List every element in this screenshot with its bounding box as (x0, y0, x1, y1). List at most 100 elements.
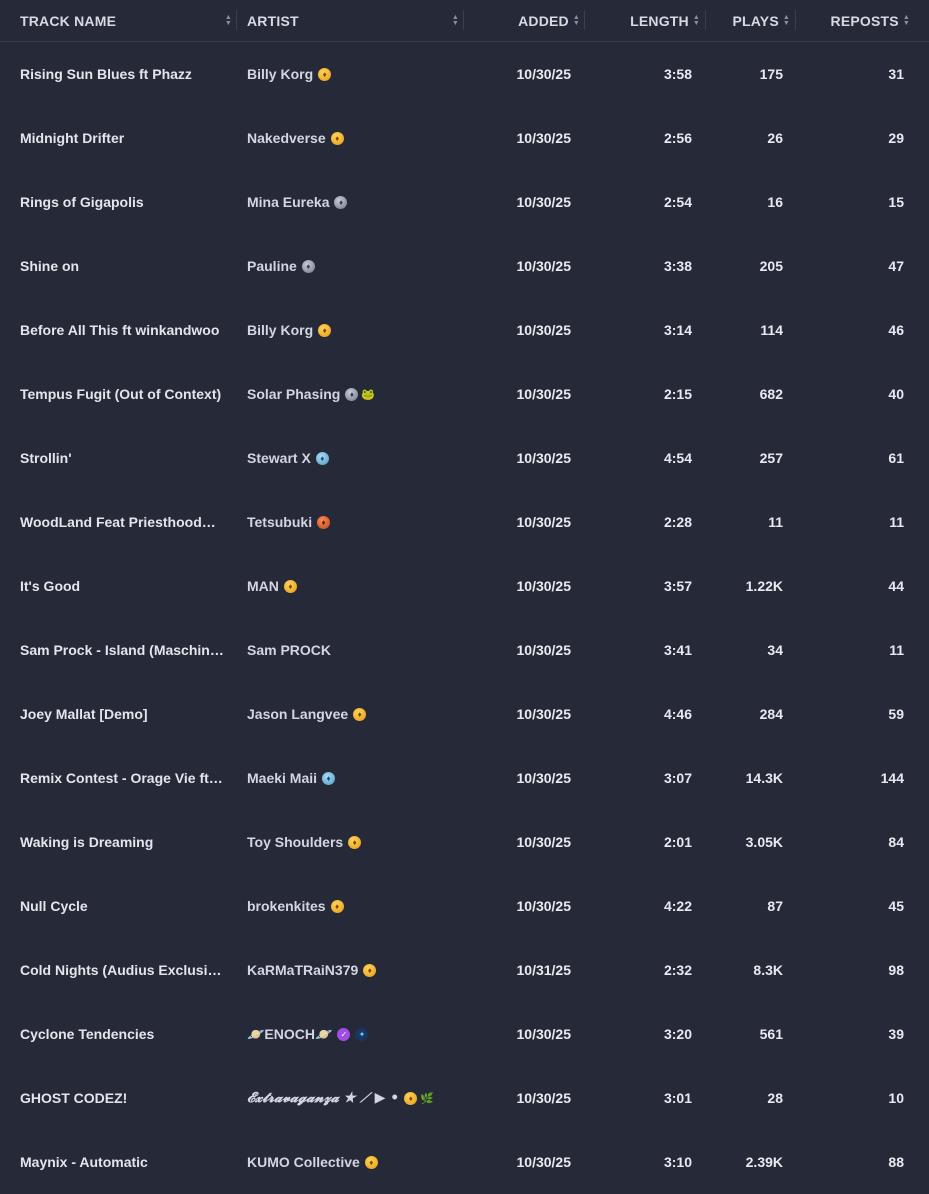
table-row[interactable]: Cyclone Tendencies 🪐ENOCH🪐 ✓ ✦ 10/30/25 3:20 5… (0, 1002, 929, 1066)
track-name[interactable]: Strollin' (20, 426, 225, 490)
artist-name[interactable]: KaRMaTRaiN379 ♦ (247, 938, 462, 1002)
artist-name-text[interactable]: KaRMaTRaiN379 (247, 962, 359, 978)
table-row[interactable]: It's Good MAN ♦ 10/30/25 3:57 1.22K 44 (0, 554, 929, 618)
track-name[interactable]: Cyclone Tendencies (20, 1002, 225, 1066)
artist-name-text[interactable]: Jason Langvee (247, 706, 349, 722)
artist-name[interactable]: KUMO Collective ♦ (247, 1130, 462, 1194)
header-plays[interactable]: PLAYS ▲ ▼ (705, 0, 790, 41)
artist-name-text[interactable]: Tetsubuki (247, 514, 313, 530)
track-name[interactable]: Joey Mallat [Demo] (20, 682, 225, 746)
artist-name[interactable]: Tetsubuki ♦ (247, 490, 462, 554)
header-track-name[interactable]: TRACK NAME ▲ ▼ (20, 0, 232, 41)
artist-name[interactable]: brokenkites ♦ (247, 874, 462, 938)
table-row[interactable]: Cold Nights (Audius Exclusive) KaRMaTRaiN… (0, 938, 929, 1002)
track-name-text[interactable]: Midnight Drifter (20, 130, 125, 146)
track-name[interactable]: Rising Sun Blues ft Phazz (20, 42, 225, 106)
track-name[interactable]: Maynix - Automatic (20, 1130, 225, 1194)
artist-name[interactable]: Billy Korg ♦ (247, 42, 462, 106)
play-count: 3.05K (705, 810, 783, 874)
track-name[interactable]: GHOST CODEZ! (20, 1066, 225, 1130)
artist-name[interactable]: Solar Phasing ♦ 🐸 (247, 362, 462, 426)
track-name-text[interactable]: GHOST CODEZ! (20, 1090, 128, 1106)
artist-name-text[interactable]: Sam PROCK (247, 642, 332, 658)
track-name-text[interactable]: It's Good (20, 578, 81, 594)
table-row[interactable]: Tempus Fugit (Out of Context) Solar Phasi… (0, 362, 929, 426)
track-name-text[interactable]: Shine on (20, 258, 80, 274)
track-name[interactable]: WoodLand Feat PriesthoodOfGod (20, 490, 225, 554)
track-name[interactable]: Sam Prock - Island (Maschine Remix) (20, 618, 225, 682)
track-name[interactable]: It's Good (20, 554, 225, 618)
artist-name[interactable]: Pauline ♦ (247, 234, 462, 298)
table-row[interactable]: Null Cycle brokenkites ♦ 10/30/25 4:22 87 45 (0, 874, 929, 938)
track-name[interactable]: Before All This ft winkandwoo (20, 298, 225, 362)
track-name-text[interactable]: Before All This ft winkandwoo (20, 322, 220, 338)
artist-name[interactable]: Stewart X ♦ (247, 426, 462, 490)
track-name[interactable]: Cold Nights (Audius Exclusive) (20, 938, 225, 1002)
table-row[interactable]: Joey Mallat [Demo] Jason Langvee ♦ 10/30/25… (0, 682, 929, 746)
artist-name-text[interactable]: Maeki Maii (247, 770, 318, 786)
artist-name[interactable]: Billy Korg ♦ (247, 298, 462, 362)
artist-name-text[interactable]: Mina Eureka (247, 194, 330, 210)
track-name[interactable]: Remix Contest - Orage Vie ft Luna (20, 746, 225, 810)
play-count: 14.3K (705, 746, 783, 810)
track-name-text[interactable]: Tempus Fugit (Out of Context) (20, 386, 222, 402)
table-row[interactable]: Maynix - Automatic KUMO Collective ♦ 10/30/… (0, 1130, 929, 1194)
artist-name[interactable]: MAN ♦ (247, 554, 462, 618)
track-name[interactable]: Null Cycle (20, 874, 225, 938)
track-name[interactable]: Tempus Fugit (Out of Context) (20, 362, 225, 426)
track-name-text[interactable]: Sam Prock - Island (Maschine Remix) (20, 642, 225, 658)
table-row[interactable]: Rings of Gigapolis Mina Eureka ♦ 10/30/25 2:… (0, 170, 929, 234)
track-name-text[interactable]: Maynix - Automatic (20, 1154, 148, 1170)
header-added[interactable]: ADDED ▲ ▼ (470, 0, 580, 41)
track-name[interactable]: Waking is Dreaming (20, 810, 225, 874)
table-row[interactable]: Before All This ft winkandwoo Billy Korg ♦… (0, 298, 929, 362)
track-name[interactable]: Midnight Drifter (20, 106, 225, 170)
artist-name[interactable]: Maeki Maii ♦ (247, 746, 462, 810)
track-name-text[interactable]: Null Cycle (20, 898, 88, 914)
table-row[interactable]: Rising Sun Blues ft Phazz Billy Korg ♦ 10/3… (0, 42, 929, 106)
artist-name[interactable]: Sam PROCK (247, 618, 462, 682)
artist-name-text[interactable]: Toy Shoulders (247, 834, 344, 850)
table-row[interactable]: Sam Prock - Island (Maschine Remix) Sam P… (0, 618, 929, 682)
artist-name-text[interactable]: Billy Korg (247, 66, 314, 82)
track-name-text[interactable]: Cyclone Tendencies (20, 1026, 155, 1042)
artist-name-text[interactable]: 🪐ENOCH🪐 (247, 1025, 333, 1042)
table-row[interactable]: Shine on Pauline ♦ 10/30/25 3:38 205 47 (0, 234, 929, 298)
added-date: 10/30/25 (470, 682, 572, 746)
artist-name[interactable]: 𝓔𝔁𝓽𝓻𝓪𝓿𝓪𝓰𝓪𝓷𝔃𝓪 ★ ⟋ ▶ • ♦ 🌿 (247, 1066, 462, 1130)
artist-name[interactable]: Mina Eureka ♦ (247, 170, 462, 234)
artist-name[interactable]: Jason Langvee ♦ (247, 682, 462, 746)
artist-name[interactable]: Nakedverse ♦ (247, 106, 462, 170)
table-row[interactable]: Strollin' Stewart X ♦ 10/30/25 4:54 257 61 (0, 426, 929, 490)
artist-name-text[interactable]: Nakedverse (247, 130, 326, 146)
track-name-text[interactable]: Strollin' (20, 450, 72, 466)
header-reposts[interactable]: REPOSTS ▲ ▼ (800, 0, 910, 41)
artist-name[interactable]: Toy Shoulders ♦ (247, 810, 462, 874)
table-row[interactable]: Waking is Dreaming Toy Shoulders ♦ 10/30/25… (0, 810, 929, 874)
track-name-text[interactable]: Joey Mallat [Demo] (20, 706, 148, 722)
table-row[interactable]: Midnight Drifter Nakedverse ♦ 10/30/25 2:56 2… (0, 106, 929, 170)
track-name-text[interactable]: Remix Contest - Orage Vie ft Luna (20, 770, 225, 786)
track-name-text[interactable]: WoodLand Feat PriesthoodOfGod (20, 514, 225, 530)
artist-name-text[interactable]: MAN (247, 578, 279, 594)
artist-name-text[interactable]: Billy Korg (247, 322, 314, 338)
repost-count-text: 29 (888, 130, 904, 146)
artist-name-text[interactable]: Stewart X (247, 450, 311, 466)
track-name[interactable]: Rings of Gigapolis (20, 170, 225, 234)
header-length[interactable]: LENGTH ▲ ▼ (590, 0, 700, 41)
artist-name-text[interactable]: KUMO Collective (247, 1154, 360, 1170)
track-name-text[interactable]: Waking is Dreaming (20, 834, 154, 850)
table-row[interactable]: GHOST CODEZ! 𝓔𝔁𝓽𝓻𝓪𝓿𝓪𝓰𝓪𝓷𝔃𝓪 ★ ⟋ ▶ • ♦ 🌿 10/30/… (0, 1066, 929, 1130)
artist-name-text[interactable]: Solar Phasing (247, 386, 341, 402)
track-name[interactable]: Shine on (20, 234, 225, 298)
table-row[interactable]: WoodLand Feat PriesthoodOfGod Tetsubuki ♦ 1… (0, 490, 929, 554)
artist-name-text[interactable]: brokenkites (247, 898, 326, 914)
track-name-text[interactable]: Rings of Gigapolis (20, 194, 144, 210)
header-artist[interactable]: ARTIST ▲ ▼ (247, 0, 459, 41)
track-name-text[interactable]: Cold Nights (Audius Exclusive) (20, 962, 225, 978)
artist-name[interactable]: 🪐ENOCH🪐 ✓ ✦ (247, 1002, 462, 1066)
track-name-text[interactable]: Rising Sun Blues ft Phazz (20, 66, 192, 82)
table-row[interactable]: Remix Contest - Orage Vie ft Luna Maeki M… (0, 746, 929, 810)
artist-name-text[interactable]: 𝓔𝔁𝓽𝓻𝓪𝓿𝓪𝓰𝓪𝓷𝔃𝓪 ★ ⟋ ▶ • (247, 1090, 400, 1106)
artist-name-text[interactable]: Pauline (247, 258, 297, 274)
